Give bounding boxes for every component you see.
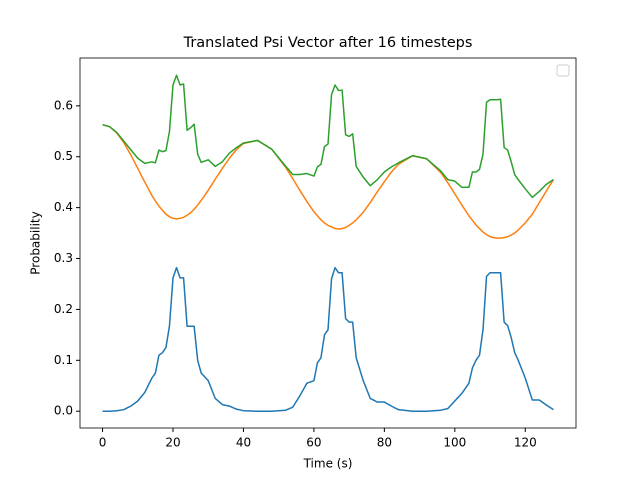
- y-tick-label: 0.3: [54, 251, 73, 265]
- x-tick-label: 40: [236, 436, 251, 450]
- legend: [556, 64, 570, 77]
- x-tick-label: 0: [99, 436, 107, 450]
- y-tick-label: 0.6: [54, 98, 73, 112]
- y-tick-label: 0.0: [54, 404, 73, 418]
- x-tick-label: 80: [377, 436, 392, 450]
- plot-frame: [79, 57, 577, 429]
- x-tick-label: 20: [165, 436, 180, 450]
- chart-title: Translated Psi Vector after 16 timesteps: [183, 35, 473, 51]
- y-tick-label: 0.1: [54, 353, 73, 367]
- series-line: [102, 266, 554, 412]
- x-tick-label: 60: [306, 436, 321, 450]
- y-tick-label: 0.4: [54, 200, 73, 214]
- y-axis-label: Probability: [29, 211, 43, 274]
- x-tick-label: 120: [514, 436, 537, 450]
- y-tick-label: 0.5: [54, 149, 73, 163]
- x-axis-label: Time (s): [303, 457, 353, 471]
- x-tick-label: 100: [443, 436, 466, 450]
- y-tick-label: 0.2: [54, 302, 73, 316]
- series-line: [102, 123, 555, 239]
- series-line: [102, 74, 554, 199]
